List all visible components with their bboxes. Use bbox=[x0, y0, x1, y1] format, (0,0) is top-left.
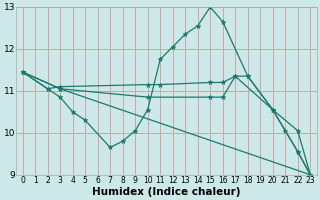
X-axis label: Humidex (Indice chaleur): Humidex (Indice chaleur) bbox=[92, 187, 241, 197]
